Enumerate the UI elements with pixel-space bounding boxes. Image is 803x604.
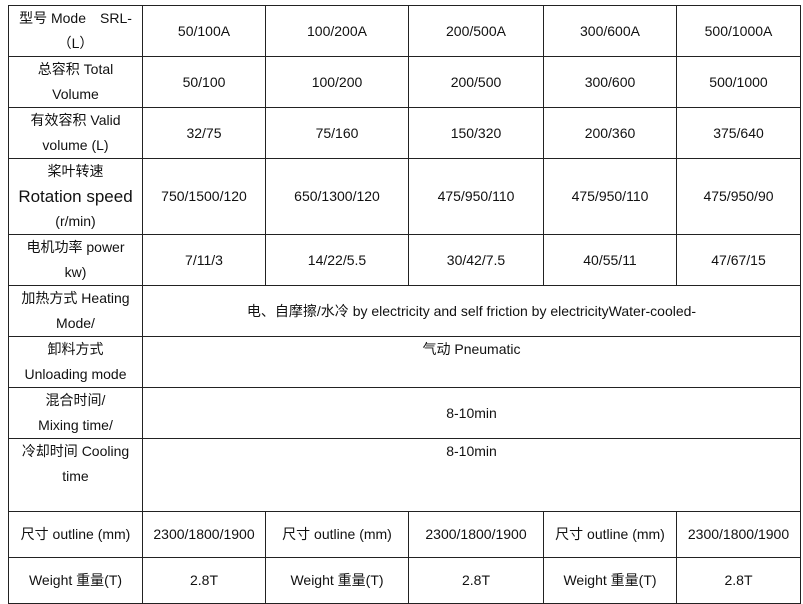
table-row: 有效容积 Valid volume (L) 32/75 75/160 150/320 20…	[8, 107, 801, 159]
row-label: 冷却时间 Cooling time	[8, 438, 143, 512]
label-cell: 尺寸 outline (mm)	[8, 511, 143, 558]
merged-value-cell: 8-10min	[142, 387, 801, 439]
row-label: 型号 Mode SRL- （L）	[8, 5, 143, 57]
value-cell: 200/500A	[408, 5, 544, 57]
value-cell: 2300/1800/1900	[408, 511, 544, 558]
row-label-line: 电机功率 power	[26, 239, 125, 255]
table-row: 总容积 Total Volume 50/100 100/200 200/500 300/6…	[8, 56, 801, 108]
row-label-line: Rotation speed	[18, 187, 133, 206]
row-label: 桨叶转速 Rotation speed (r/min)	[8, 158, 143, 235]
table-row: 型号 Mode SRL- （L） 50/100A 100/200A 200/500A 30…	[8, 5, 801, 57]
merged-value-cell: 8-10min	[142, 438, 801, 512]
value-cell: 100/200	[265, 56, 409, 108]
row-label-line: Unloading mode	[24, 366, 127, 382]
row-label-line: Mixing time/	[38, 417, 113, 433]
value-cell: 475/950/110	[408, 158, 544, 235]
value-cell: 50/100A	[142, 5, 266, 57]
table-row: 冷却时间 Cooling time 8-10min	[8, 438, 801, 512]
row-label-line: time	[62, 468, 89, 484]
row-label-line: 混合时间/	[45, 392, 106, 408]
value-cell: 2.8T	[676, 557, 801, 604]
value-cell: 200/360	[543, 107, 677, 159]
value-cell: 650/1300/120	[265, 158, 409, 235]
row-label-line: 冷却时间 Cooling	[21, 443, 130, 459]
value-cell: 2.8T	[142, 557, 266, 604]
value-cell: 750/1500/120	[142, 158, 266, 235]
value-cell: 32/75	[142, 107, 266, 159]
table-row: 尺寸 outline (mm) 2300/1800/1900 尺寸 outline …	[8, 511, 801, 558]
value-cell: 375/640	[676, 107, 801, 159]
merged-value-cell: 气动 Pneumatic	[142, 336, 801, 388]
merged-value-cell: 电、自摩擦/水冷 by electricity and self frictio…	[142, 285, 801, 337]
row-label-line: Volume	[52, 86, 99, 102]
value-cell: 30/42/7.5	[408, 234, 544, 286]
row-label: 卸料方式 Unloading mode	[8, 336, 143, 388]
value-cell: 40/55/11	[543, 234, 677, 286]
row-label-line: (r/min)	[55, 213, 96, 229]
value-cell: 2.8T	[408, 557, 544, 604]
table-row: Weight 重量(T) 2.8T Weight 重量(T) 2.8T Weight 重…	[8, 557, 801, 604]
value-cell: 500/1000	[676, 56, 801, 108]
row-label: 电机功率 power kw)	[8, 234, 143, 286]
value-cell: 2300/1800/1900	[676, 511, 801, 558]
row-label: 总容积 Total Volume	[8, 56, 143, 108]
value-cell: 47/67/15	[676, 234, 801, 286]
table-row: 卸料方式 Unloading mode 气动 Pneumatic	[8, 336, 801, 388]
value-cell: 300/600	[543, 56, 677, 108]
row-label-line: kw)	[64, 264, 87, 280]
row-label-line: 桨叶转速	[47, 163, 104, 179]
value-cell: 14/22/5.5	[265, 234, 409, 286]
table-row: 加热方式 Heating Mode/电、自摩擦/水冷 by electricity…	[8, 285, 801, 337]
row-label-line: Mode/	[56, 315, 95, 331]
spec-table: 型号 Mode SRL- （L） 50/100A 100/200A 200/500A 30…	[8, 5, 801, 604]
value-cell: 150/320	[408, 107, 544, 159]
row-label-line: 加热方式 Heating	[21, 290, 130, 306]
table-row: 电机功率 power kw) 7/11/3 14/22/5.5 30/42/7.5 40/…	[8, 234, 801, 286]
value-cell: 2300/1800/1900	[142, 511, 266, 558]
table-row: 混合时间/Mixing time/8-10min	[8, 387, 801, 439]
row-label: 加热方式 Heating Mode/	[8, 285, 143, 337]
label-cell: Weight 重量(T)	[265, 557, 409, 604]
row-label-line: 型号 Mode SRL-	[19, 10, 132, 26]
value-cell: 300/600A	[543, 5, 677, 57]
row-label-line: 有效容积 Valid	[30, 112, 121, 128]
row-label-line: 卸料方式	[47, 341, 104, 357]
value-cell: 7/11/3	[142, 234, 266, 286]
value-cell: 100/200A	[265, 5, 409, 57]
row-label-line: volume (L)	[42, 137, 109, 153]
label-cell: Weight 重量(T)	[543, 557, 677, 604]
value-cell: 475/950/110	[543, 158, 677, 235]
value-cell: 500/1000A	[676, 5, 801, 57]
row-label-line: 总容积 Total	[37, 61, 114, 77]
label-cell: Weight 重量(T)	[8, 557, 143, 604]
row-label: 混合时间/Mixing time/	[8, 387, 143, 439]
label-cell: 尺寸 outline (mm)	[543, 511, 677, 558]
value-cell: 475/950/90	[676, 158, 801, 235]
value-cell: 50/100	[142, 56, 266, 108]
value-cell: 200/500	[408, 56, 544, 108]
table-row: 桨叶转速 Rotation speed (r/min) 750/1500/120 650…	[8, 158, 801, 235]
row-label-line: （L）	[57, 35, 94, 51]
row-label: 有效容积 Valid volume (L)	[8, 107, 143, 159]
label-cell: 尺寸 outline (mm)	[265, 511, 409, 558]
value-cell: 75/160	[265, 107, 409, 159]
